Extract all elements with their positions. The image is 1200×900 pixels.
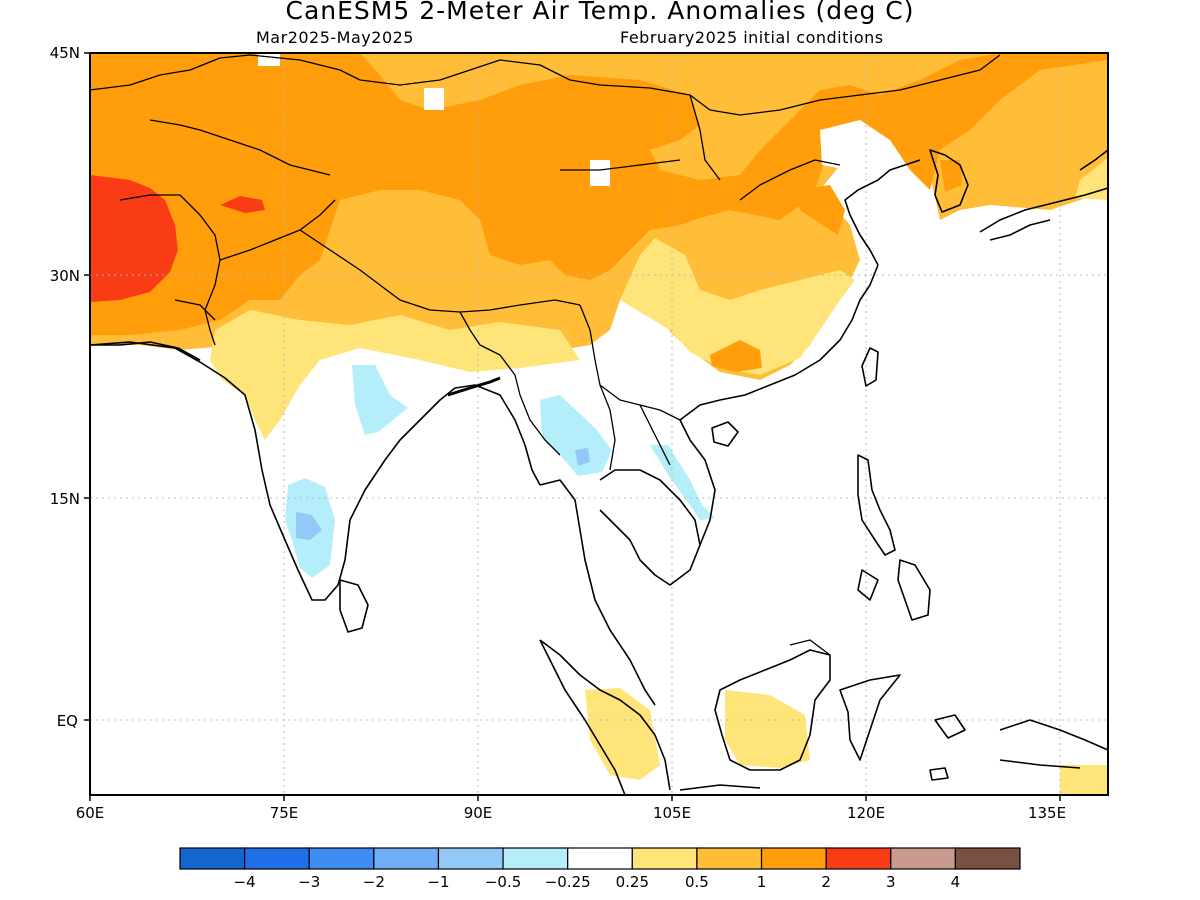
anomaly-region-red-small: [220, 196, 265, 213]
colorbar-swatch: [890, 847, 956, 870]
colorbar-swatch: [567, 847, 633, 870]
colorbar-label: 3: [886, 873, 896, 891]
colorbar-swatch: [502, 847, 569, 870]
lat-label-45n: 45N: [50, 44, 80, 62]
anomaly-region-cyan-central-india: [352, 365, 408, 435]
colorbar-label: −3: [298, 873, 320, 891]
colorbar-label: −1: [427, 873, 449, 891]
colorbar-label: −4: [234, 873, 256, 891]
colorbar-label: −0.5: [485, 873, 521, 891]
colorbar-label: 0.5: [685, 873, 709, 891]
anomaly-region-yellow-sumatra: [585, 688, 660, 780]
anomaly-region-cyan-laos: [650, 445, 715, 520]
anomaly-region-blue-india: [296, 512, 322, 540]
coastlines: [90, 149, 1108, 795]
anomaly-region-red-iran-afghanistan: [90, 175, 178, 302]
lon-label-105e: 105E: [653, 804, 691, 822]
masked-cell: [590, 160, 610, 186]
anomaly-region-cyan-myanmar: [540, 395, 612, 476]
lon-label-135e: 135E: [1028, 804, 1066, 822]
colorbar-swatch: [696, 847, 763, 870]
masked-cell: [820, 120, 870, 170]
lat-label-eq: EQ: [57, 712, 78, 730]
chart-title: CanESM5 2-Meter Air Temp. Anomalies (deg…: [285, 0, 915, 25]
colorbar-swatch: [437, 847, 504, 870]
colorbar-swatch: [308, 847, 375, 870]
anomaly-region-orange-small: [710, 340, 762, 372]
colorbar-swatch: [825, 847, 892, 870]
colorbar-swatch: [244, 847, 310, 870]
axis-ticks: [84, 52, 1061, 801]
anomaly-fields: [90, 53, 1108, 795]
anomaly-region-yellow-japan: [1075, 158, 1108, 200]
gridlines: [90, 53, 1108, 795]
period-label: Mar2025-May2025: [256, 28, 414, 47]
anomaly-region-blue-myanmar: [575, 448, 590, 466]
colorbar-swatch: [373, 847, 440, 870]
colorbar-label: 4: [951, 873, 961, 891]
initial-conditions-label: February2025 initial conditions: [620, 28, 884, 47]
colorbar-label: 1: [757, 873, 767, 891]
colorbar-label: −0.25: [545, 873, 591, 891]
anomaly-region-yellow-south-asia: [210, 310, 580, 440]
colorbar-label: 2: [821, 873, 831, 891]
map-frame: [89, 52, 1109, 796]
colorbar-swatch: [954, 847, 1021, 870]
anomaly-region-orange-korea: [940, 160, 962, 192]
lat-label-15n: 15N: [50, 490, 80, 508]
colorbar: −4 −3 −2 −1 −0.5 −0.25 0.25 0.5 1 2 3 4: [179, 847, 1021, 891]
masked-cell: [424, 88, 444, 110]
lon-label-90e: 90E: [464, 804, 493, 822]
anomaly-region-yellow-borneo: [725, 690, 810, 768]
colorbar-label: 0.25: [616, 873, 649, 891]
lon-label-75e: 75E: [270, 804, 299, 822]
political-borders: [90, 54, 1001, 656]
masked-cell: [258, 53, 280, 66]
lon-label-60e: 60E: [76, 804, 105, 822]
lat-label-30n: 30N: [50, 267, 80, 285]
colorbar-swatch: [760, 847, 827, 870]
anomaly-region-yellow-newguinea: [1060, 765, 1108, 795]
colorbar-label: −2: [363, 873, 385, 891]
anomaly-region-orange-east: [795, 185, 845, 235]
lon-label-120e: 120E: [847, 804, 885, 822]
colorbar-swatch: [179, 847, 246, 870]
anomaly-region-yellow-china: [620, 238, 855, 375]
colorbar-swatch: [631, 847, 698, 870]
